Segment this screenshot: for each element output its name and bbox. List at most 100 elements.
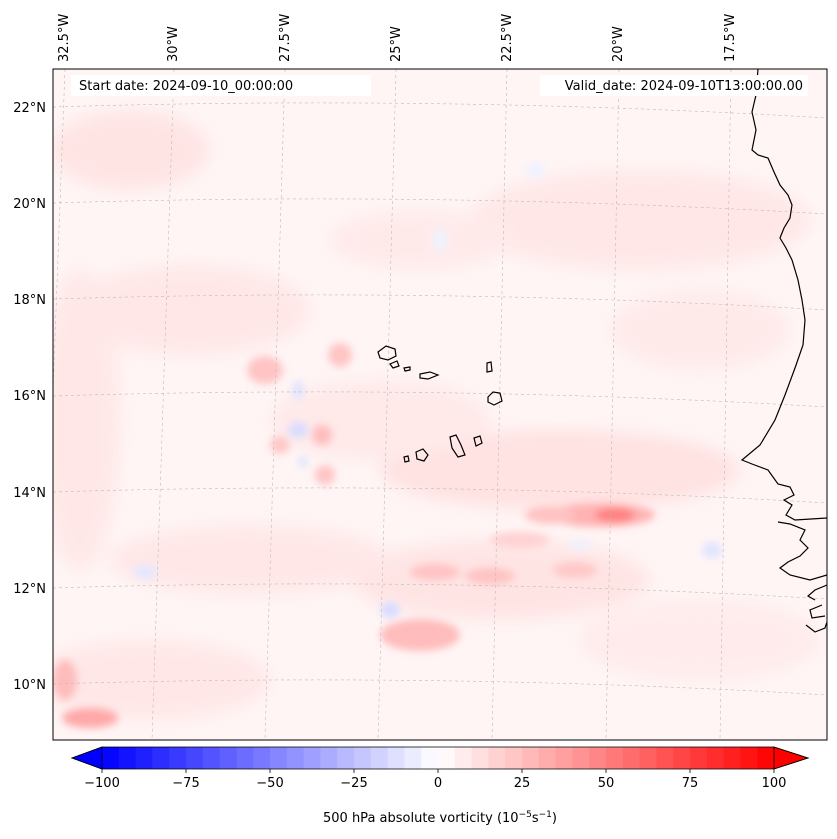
colorbar-cell <box>303 747 321 769</box>
colorbar-cell <box>538 747 556 769</box>
island-brava <box>403 455 410 463</box>
colorbar-cell <box>454 747 472 769</box>
colorbar-tick-label: −100 <box>84 776 120 791</box>
africa-coast-inlets <box>777 521 827 633</box>
island-sao-vicente <box>389 360 400 369</box>
parallel-20n <box>53 198 827 215</box>
colorbar-cell <box>370 747 388 769</box>
colorbar-cell <box>622 747 640 769</box>
graticule <box>53 69 827 740</box>
valid-date-label: Valid_date: 2024-09-10T13:00:00.00 <box>565 79 803 94</box>
lat-label: 12°N <box>13 582 46 597</box>
parallel-14n <box>53 487 827 504</box>
colorbar-cell <box>102 747 120 769</box>
colorbar-cells <box>102 747 775 769</box>
colorbar-extend-low <box>70 746 103 770</box>
parallel-22n <box>53 102 827 119</box>
colorbar-label: 500 hPa absolute vorticity (10−5s−1) <box>323 810 557 826</box>
island-maio <box>473 435 483 447</box>
island-sao-nicolau <box>419 371 440 380</box>
colorbar-tick-label: −25 <box>340 776 367 791</box>
colorbar-cell <box>286 747 304 769</box>
colorbar-cell <box>673 747 691 769</box>
parallel-12n <box>53 583 827 600</box>
island-santa-luzia <box>403 366 411 372</box>
meridian-27.5w <box>264 69 286 740</box>
vorticity-field <box>53 69 827 740</box>
meridian-30w <box>151 69 175 740</box>
colorbar-cell <box>505 747 523 769</box>
meridian-20w <box>605 69 620 740</box>
lat-label: 16°N <box>13 389 46 404</box>
start-date-box <box>71 75 371 96</box>
colorbar-tick-label: 25 <box>514 776 531 791</box>
colorbar-label-exp1: −5 <box>519 810 532 820</box>
colorbar-cell <box>337 747 355 769</box>
colorbar-cell <box>387 747 405 769</box>
colorbar-label-exp2: −1 <box>539 810 552 820</box>
latitude-labels: 22°N 20°N 18°N 16°N 14°N 12°N 10°N <box>13 101 46 693</box>
colorbar-cell <box>118 747 136 769</box>
colorbar-tick-label: 100 <box>762 776 787 791</box>
island-sal <box>486 361 493 373</box>
lat-label: 20°N <box>13 197 46 212</box>
parallel-10n <box>53 679 827 696</box>
island-santo-antao <box>377 345 397 361</box>
colorbar-tick-label: −50 <box>256 776 283 791</box>
colorbar-extend-high <box>773 746 810 770</box>
colorbar-cell <box>488 747 506 769</box>
colorbar-tick-label: 75 <box>682 776 699 791</box>
lon-label: 20°W <box>611 26 626 62</box>
parallel-18n <box>53 294 827 311</box>
meridian-17.5w <box>719 69 732 740</box>
start-date-label: Start date: 2024-09-10_00:00:00 <box>79 79 293 94</box>
africa-coastline <box>740 69 827 521</box>
colorbar-tick-label: −75 <box>172 776 199 791</box>
colorbar-cell <box>639 747 657 769</box>
colorbar-cell <box>757 747 775 769</box>
colorbar-cell <box>656 747 674 769</box>
colorbar-cell <box>706 747 724 769</box>
colorbar-cell <box>270 747 288 769</box>
colorbar-tick-label: 50 <box>598 776 615 791</box>
longitude-labels: 32.5°W 30°W 27.5°W 25°W 22.5°W 20°W 17.5… <box>57 14 738 62</box>
meridian-25w <box>377 69 397 740</box>
map-panel: Start date: 2024-09-10_00:00:00 Valid_da… <box>52 68 828 741</box>
lon-label: 32.5°W <box>57 14 72 62</box>
colorbar-cell <box>555 747 573 769</box>
colorbar-cell <box>572 747 590 769</box>
colorbar-cell <box>253 747 271 769</box>
colorbar-cell <box>169 747 187 769</box>
meridian-22.5w <box>491 69 508 740</box>
colorbar-cell <box>421 747 439 769</box>
colorbar-cell <box>236 747 254 769</box>
lon-label: 25°W <box>389 26 404 62</box>
colorbar-cell <box>723 747 741 769</box>
colorbar-cell <box>740 747 758 769</box>
colorbar-cell <box>135 747 153 769</box>
colorbar-cell <box>606 747 624 769</box>
lat-label: 18°N <box>13 293 46 308</box>
lon-label: 27.5°W <box>278 14 293 62</box>
lon-label: 22.5°W <box>500 14 515 62</box>
colorbar-cell <box>438 747 456 769</box>
lon-label: 17.5°W <box>723 14 738 62</box>
colorbar-cell <box>152 747 170 769</box>
valid-date-box <box>540 75 808 96</box>
colorbar-ticks: −100 −75 −50 −25 0 25 50 75 100 <box>84 769 786 791</box>
colorbar-tick-label: 0 <box>434 776 442 791</box>
island-fogo <box>415 448 429 462</box>
colorbar-label-end: ) <box>552 811 557 826</box>
colorbar-cell <box>320 747 338 769</box>
colorbar-cell <box>202 747 220 769</box>
map-frame <box>52 68 828 741</box>
colorbar-cell <box>186 747 204 769</box>
colorbar-cell <box>404 747 422 769</box>
cape-verde-islands <box>377 345 503 463</box>
colorbar: −100 −75 −50 −25 0 25 50 75 100 500 hPa absolute… <box>70 746 810 826</box>
colorbar-cell <box>219 747 237 769</box>
island-santiago <box>449 434 466 458</box>
parallel-16n <box>53 391 827 408</box>
island-boa-vista <box>487 391 503 406</box>
